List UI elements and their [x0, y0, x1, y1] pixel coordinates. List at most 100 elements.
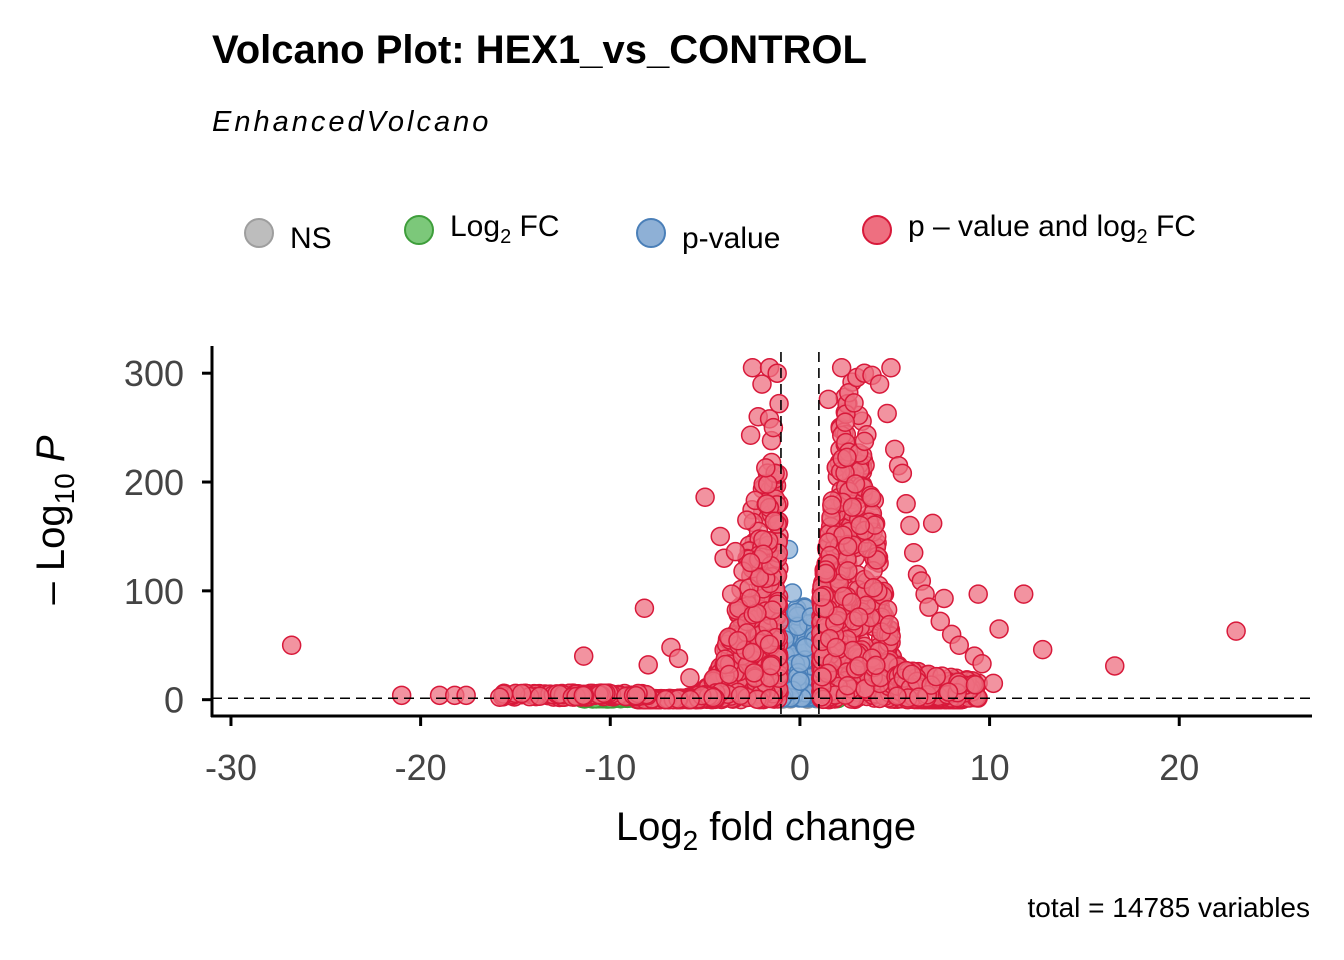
point-significant	[861, 487, 882, 508]
point-significant	[761, 656, 781, 676]
point-both	[1032, 639, 1053, 660]
point-both	[892, 463, 913, 484]
point-significant	[908, 687, 929, 707]
point-significant	[835, 412, 855, 432]
legend: NS Log2 FC p-value p – value and log2 FC	[0, 200, 1344, 260]
point-significant	[573, 685, 594, 706]
point-both	[930, 611, 951, 632]
point-significant	[837, 675, 858, 696]
point-significant	[866, 655, 886, 676]
point-significant	[854, 431, 875, 452]
legend-marker-pvalue	[636, 218, 666, 248]
point-significant	[811, 587, 832, 607]
point-significant	[742, 642, 762, 663]
point-significant	[902, 664, 922, 684]
chart-caption: total = 14785 variables	[1027, 892, 1310, 923]
point-significant	[965, 675, 986, 695]
point-both	[456, 685, 476, 706]
point-both	[877, 403, 897, 424]
x-tick-label: 20	[1159, 747, 1199, 788]
point-both	[1226, 621, 1246, 641]
point-both	[989, 619, 1009, 639]
point-significant	[815, 563, 836, 584]
point-both	[638, 655, 658, 675]
point-both	[1013, 584, 1034, 604]
point-significant	[757, 474, 778, 494]
y-tick-label: 300	[124, 353, 184, 394]
x-tick-label: 10	[970, 747, 1010, 788]
point-significant	[887, 686, 907, 707]
point-significant	[822, 495, 842, 515]
point-significant	[680, 689, 700, 710]
x-tick-label: 0	[790, 747, 810, 788]
legend-item-pvalue: p-value	[636, 210, 780, 256]
chart-subtitle: EnhancedVolcano	[212, 106, 492, 138]
point-both	[922, 513, 943, 534]
point-significant	[757, 494, 777, 514]
legend-marker-log2fc	[404, 214, 434, 245]
point-both	[725, 541, 746, 562]
point-both	[885, 439, 905, 460]
point-both	[881, 358, 901, 378]
point-both	[934, 588, 954, 609]
legend-item-log2fc: Log2 FC	[404, 210, 560, 249]
point-both	[740, 552, 761, 573]
point-both	[903, 543, 924, 563]
point-significant	[759, 634, 780, 655]
chart-title: Volcano Plot: HEX1_vs_CONTROL	[212, 28, 867, 72]
point-significant	[938, 682, 959, 702]
point-both	[573, 646, 594, 666]
point-significant	[926, 666, 946, 687]
point-both	[818, 389, 839, 410]
point-both	[668, 648, 689, 669]
point-significant	[728, 631, 748, 651]
point-significant	[811, 687, 831, 707]
point-significant	[730, 685, 751, 706]
cutoff-lines	[212, 352, 1312, 716]
point-pvalue	[790, 671, 810, 692]
point-significant	[655, 689, 676, 710]
point-significant	[626, 685, 646, 706]
point-significant	[842, 497, 863, 518]
point-both	[896, 494, 916, 514]
point-both	[710, 526, 731, 547]
point-significant	[857, 538, 878, 559]
legend-marker-ns	[244, 218, 274, 248]
point-both	[983, 673, 1004, 694]
point-significant	[744, 663, 764, 683]
point-significant	[850, 515, 871, 536]
point-significant	[838, 561, 858, 581]
point-significant	[837, 447, 857, 468]
legend-label-both: p – value and log2 FC	[908, 210, 1196, 248]
point-significant	[863, 577, 884, 598]
point-both	[1105, 656, 1125, 676]
point-significant	[511, 683, 532, 704]
legend-label-log2fc: Log2 FC	[450, 210, 560, 248]
point-both	[737, 510, 757, 530]
point-significant	[764, 511, 785, 532]
point-significant	[844, 393, 864, 413]
point-significant	[490, 687, 510, 708]
legend-item-both: p – value and log2 FC	[862, 210, 1196, 249]
point-both	[949, 635, 969, 656]
point-significant	[845, 474, 866, 494]
x-tick-label: -20	[395, 747, 447, 788]
legend-label-pvalue: p-value	[682, 222, 781, 255]
point-both	[968, 584, 988, 604]
point-both	[752, 374, 772, 394]
point-both	[769, 393, 789, 414]
point-both	[634, 598, 655, 619]
point-both	[721, 584, 742, 604]
point-both	[972, 654, 992, 674]
point-both	[756, 458, 776, 478]
x-axis-title: Log2 fold change	[616, 805, 916, 856]
point-significant	[812, 667, 832, 687]
point-significant	[849, 656, 869, 676]
point-both	[740, 425, 761, 445]
point-significant	[529, 686, 550, 707]
point-significant	[594, 683, 614, 704]
point-both	[763, 417, 784, 438]
point-significant	[837, 536, 858, 557]
